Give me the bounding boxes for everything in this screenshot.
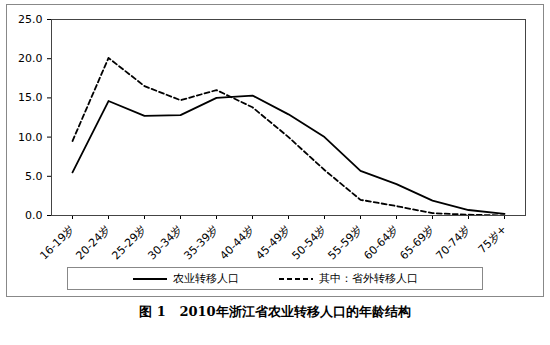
svg-text:50-54岁: 50-54岁	[290, 223, 330, 263]
svg-text:60-64岁: 60-64岁	[362, 223, 402, 263]
svg-text:45-49岁: 45-49岁	[254, 223, 294, 263]
svg-text:35-39岁: 35-39岁	[182, 223, 222, 263]
svg-text:20.0: 20.0	[18, 52, 43, 65]
svg-text:30-34岁: 30-34岁	[146, 223, 186, 263]
svg-text:70-74岁: 70-74岁	[434, 223, 474, 263]
html-text:农业转移人口: 农业转移人口	[172, 272, 239, 285]
svg-text:10.0: 10.0	[18, 131, 43, 144]
svg-text:75岁+: 75岁+	[476, 223, 509, 256]
svg-text:15.0: 15.0	[18, 91, 43, 104]
svg-text:5.0: 5.0	[25, 170, 43, 183]
html-text:图 1 2010年浙江省农业转移人口的年龄结构: 图 1 2010年浙江省农业转移人口的年龄结构	[139, 304, 411, 319]
html-text:其中：省外转移人口: 其中：省外转移人口	[318, 272, 418, 285]
svg-text:25-29岁: 25-29岁	[110, 223, 150, 263]
svg-text:25.0: 25.0	[18, 13, 43, 26]
svg-text:16-19岁: 16-19岁	[38, 223, 78, 263]
svg-text:20-24岁: 20-24岁	[74, 223, 114, 263]
svg-text:0.0: 0.0	[25, 209, 43, 222]
svg-text:55-59岁: 55-59岁	[326, 223, 366, 263]
svg-text:40-44岁: 40-44岁	[218, 223, 258, 263]
svg-text:65-69岁: 65-69岁	[398, 223, 438, 263]
